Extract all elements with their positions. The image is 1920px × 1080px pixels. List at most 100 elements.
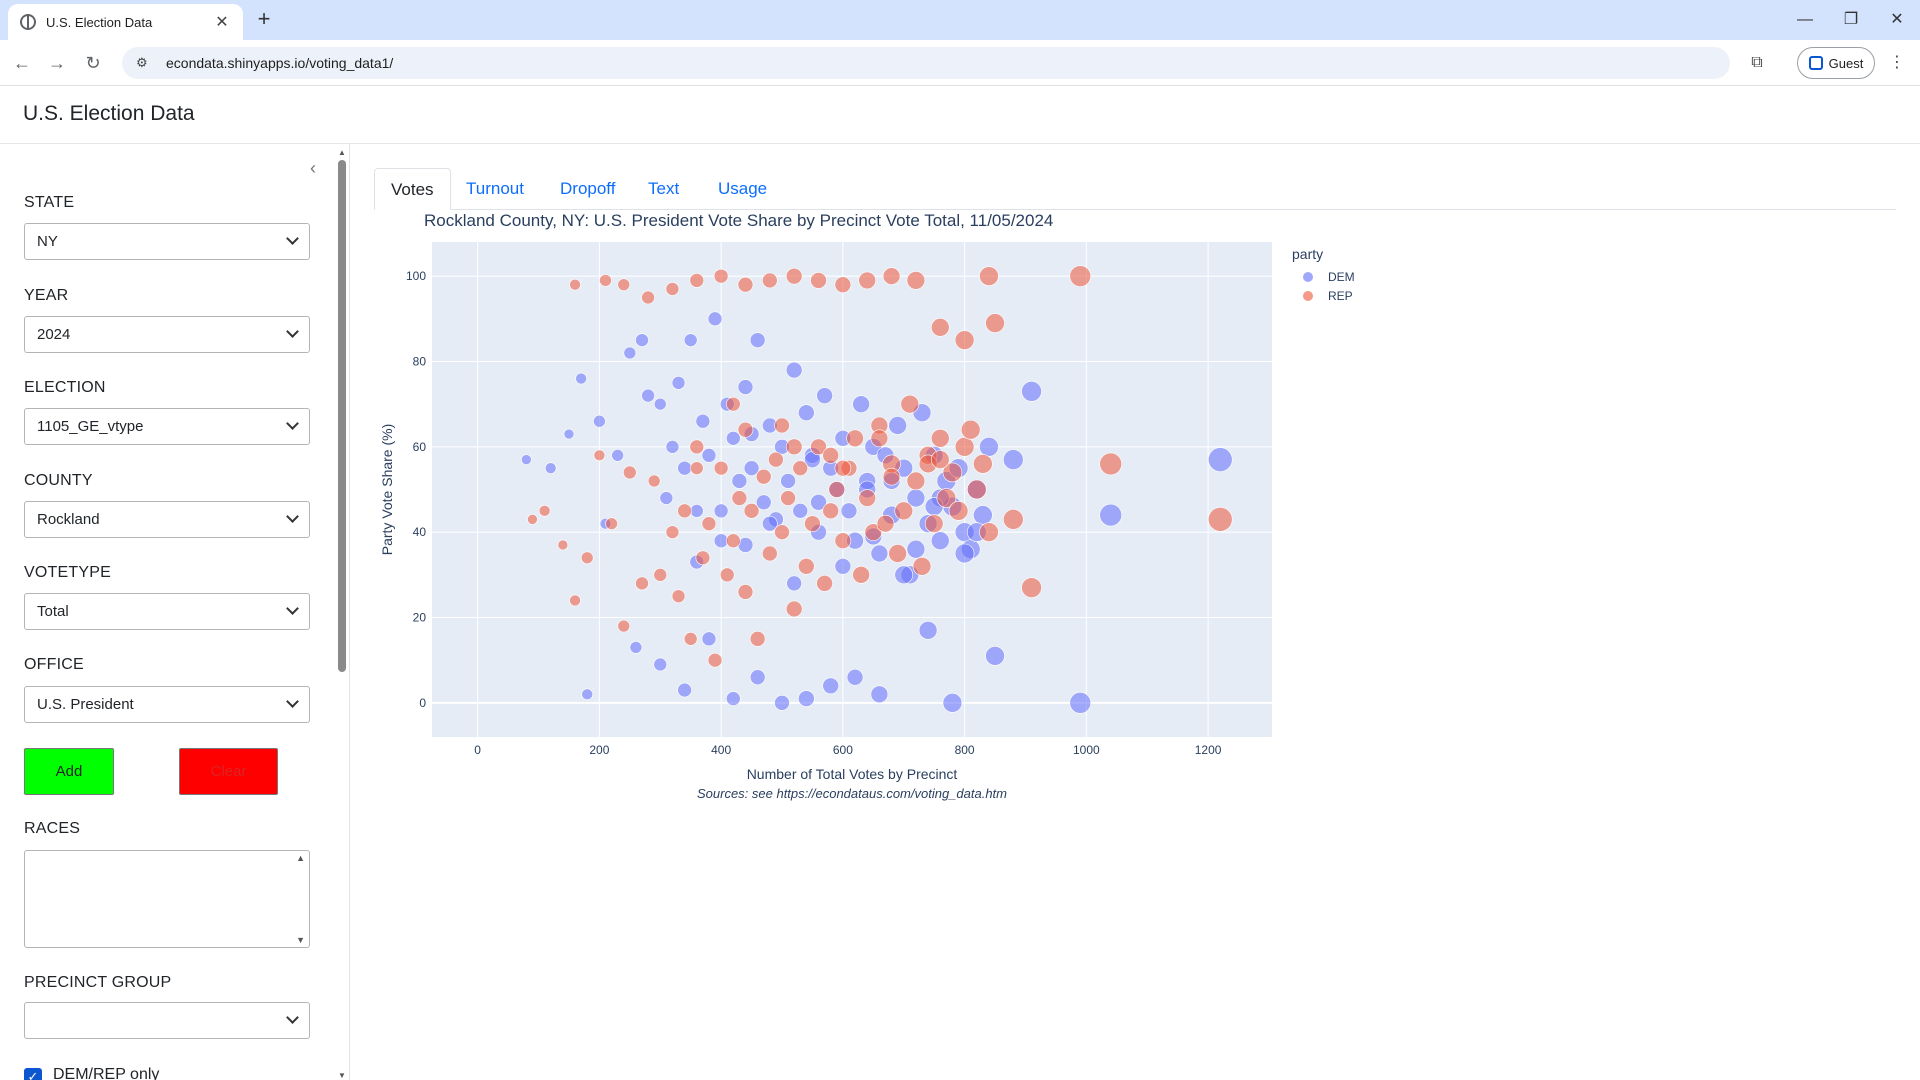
rep-point[interactable] bbox=[785, 438, 803, 456]
county-select[interactable]: Rockland bbox=[24, 501, 310, 538]
dem-point[interactable] bbox=[677, 682, 692, 698]
rep-point[interactable] bbox=[798, 558, 815, 575]
rep-point[interactable] bbox=[527, 514, 538, 525]
rep-point[interactable] bbox=[924, 514, 944, 533]
rep-point[interactable] bbox=[930, 428, 950, 448]
rep-point[interactable] bbox=[762, 545, 778, 562]
rep-point[interactable] bbox=[858, 489, 877, 507]
year-select[interactable]: 2024 bbox=[24, 316, 310, 353]
dem-point[interactable] bbox=[611, 449, 624, 462]
dem-point[interactable] bbox=[834, 558, 852, 575]
rep-point[interactable] bbox=[858, 271, 877, 290]
sidebar-scrollbar[interactable]: ▲ ▼ bbox=[335, 144, 349, 1080]
back-arrow-icon[interactable]: ← bbox=[13, 53, 31, 73]
rep-point[interactable] bbox=[1207, 507, 1233, 532]
rep-point[interactable] bbox=[731, 490, 748, 506]
rep-point[interactable] bbox=[960, 419, 981, 440]
dem-point[interactable] bbox=[870, 685, 889, 704]
scrollbar-thumb[interactable] bbox=[338, 160, 346, 672]
rep-point[interactable] bbox=[768, 451, 784, 468]
rep-point[interactable] bbox=[665, 282, 680, 296]
dem-point[interactable] bbox=[906, 539, 926, 559]
rep-point[interactable] bbox=[641, 290, 655, 305]
profile-button[interactable]: Guest bbox=[1797, 47, 1875, 79]
dem-point[interactable] bbox=[701, 631, 717, 647]
election-select[interactable]: 1105_GE_vtype bbox=[24, 408, 310, 445]
office-select[interactable]: U.S. President bbox=[24, 686, 310, 723]
rep-point[interactable] bbox=[774, 417, 790, 434]
rep-point[interactable] bbox=[737, 276, 754, 293]
dem-point[interactable] bbox=[1099, 503, 1122, 527]
rep-point[interactable] bbox=[810, 438, 827, 456]
rep-point[interactable] bbox=[876, 514, 895, 533]
dem-point[interactable] bbox=[888, 416, 907, 435]
close-tab-icon[interactable]: ✕ bbox=[215, 14, 229, 31]
dem-point[interactable] bbox=[918, 621, 938, 640]
rep-point[interactable] bbox=[726, 533, 741, 549]
rep-point[interactable] bbox=[882, 467, 901, 486]
dem-point[interactable] bbox=[930, 531, 950, 551]
rep-point[interactable] bbox=[846, 429, 864, 448]
rep-point[interactable] bbox=[689, 273, 705, 288]
dem-point[interactable] bbox=[749, 669, 766, 686]
rep-point[interactable] bbox=[774, 524, 790, 540]
rep-point[interactable] bbox=[985, 313, 1005, 333]
rep-point[interactable] bbox=[954, 437, 975, 457]
scroll-up-icon[interactable]: ▲ bbox=[296, 853, 305, 863]
minimize-icon[interactable]: — bbox=[1797, 11, 1813, 28]
dem-point[interactable] bbox=[521, 454, 532, 465]
rep-point[interactable] bbox=[569, 594, 581, 607]
rep-point[interactable] bbox=[695, 550, 711, 566]
dem-point[interactable] bbox=[665, 440, 680, 454]
rep-point[interactable] bbox=[538, 505, 551, 517]
rep-point[interactable] bbox=[762, 272, 778, 289]
rep-point[interactable] bbox=[623, 465, 637, 480]
tab-usage[interactable]: Usage bbox=[718, 179, 768, 198]
dem-point[interactable] bbox=[979, 437, 999, 457]
dem-point[interactable] bbox=[810, 494, 827, 511]
dem-point[interactable] bbox=[713, 503, 729, 519]
new-tab-button[interactable]: + bbox=[257, 6, 271, 31]
rep-point[interactable] bbox=[864, 523, 883, 541]
rep-point[interactable] bbox=[593, 449, 606, 462]
tab-votes[interactable]: Votes bbox=[374, 168, 451, 210]
address-bar[interactable]: ⚙ econdata.shinyapps.io/voting_data1/ bbox=[122, 47, 1730, 79]
rep-point[interactable] bbox=[713, 268, 729, 284]
rep-point[interactable] bbox=[804, 515, 821, 532]
rep-point[interactable] bbox=[979, 266, 999, 286]
dem-point[interactable] bbox=[774, 695, 790, 711]
rep-point[interactable] bbox=[617, 619, 631, 633]
rep-point[interactable] bbox=[930, 450, 950, 469]
rep-point[interactable] bbox=[936, 488, 957, 508]
dem-point[interactable] bbox=[683, 333, 698, 347]
dem-point[interactable] bbox=[695, 413, 711, 429]
rep-point[interactable] bbox=[828, 481, 846, 498]
dem-point[interactable] bbox=[659, 491, 674, 505]
dem-point[interactable] bbox=[653, 657, 668, 672]
rep-point[interactable] bbox=[954, 330, 975, 350]
dem-point[interactable] bbox=[544, 462, 557, 474]
rep-point[interactable] bbox=[653, 568, 668, 582]
plot-area[interactable] bbox=[432, 242, 1272, 737]
rep-point[interactable] bbox=[834, 276, 852, 293]
dem-point[interactable] bbox=[954, 543, 975, 564]
rep-point[interactable] bbox=[930, 318, 950, 337]
rep-point[interactable] bbox=[569, 278, 581, 291]
rep-point[interactable] bbox=[900, 394, 920, 414]
rep-point[interactable] bbox=[617, 278, 631, 291]
rep-point[interactable] bbox=[785, 267, 803, 285]
kebab-menu-icon[interactable]: ⋮ bbox=[1889, 54, 1905, 71]
rep-point[interactable] bbox=[647, 474, 661, 488]
dem-point[interactable] bbox=[581, 688, 594, 701]
rep-point[interactable] bbox=[948, 501, 969, 521]
dem-point[interactable] bbox=[641, 388, 655, 403]
dem-point[interactable] bbox=[840, 502, 858, 520]
legend[interactable]: DEM REP bbox=[1303, 270, 1355, 303]
dem-point[interactable] bbox=[671, 376, 686, 390]
rep-point[interactable] bbox=[635, 576, 649, 591]
rep-point[interactable] bbox=[834, 459, 852, 477]
rep-point[interactable] bbox=[737, 421, 754, 438]
rep-point[interactable] bbox=[599, 274, 612, 287]
rep-point[interactable] bbox=[1099, 452, 1122, 476]
rep-point[interactable] bbox=[870, 429, 889, 448]
